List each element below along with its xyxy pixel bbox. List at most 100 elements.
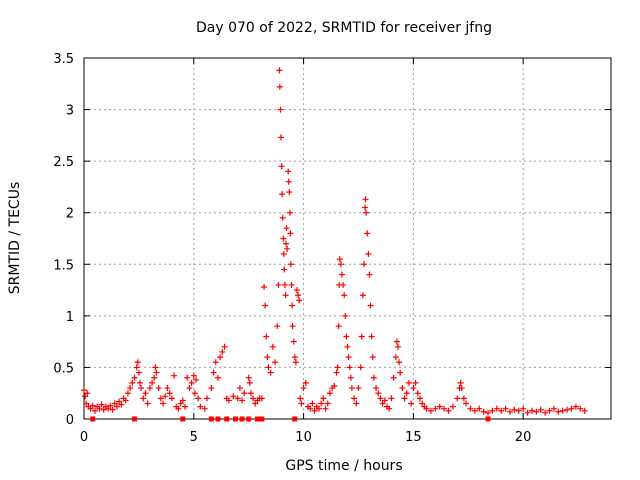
data-point <box>280 235 287 242</box>
bottom-marker <box>246 416 252 422</box>
data-point <box>334 364 341 371</box>
data-point <box>133 364 140 371</box>
data-point <box>427 407 434 414</box>
data-point <box>131 374 138 381</box>
data-point <box>369 354 376 361</box>
bottom-marker <box>132 416 138 422</box>
data-point <box>281 266 288 273</box>
data-point <box>203 395 210 402</box>
data-point <box>533 408 540 415</box>
data-point <box>283 240 290 247</box>
data-point <box>333 369 340 376</box>
data-point <box>116 398 123 405</box>
data-point <box>280 250 287 257</box>
data-point <box>335 323 342 330</box>
data-point <box>555 408 562 415</box>
data-point <box>140 395 147 402</box>
data-point <box>111 400 118 407</box>
data-point <box>485 409 492 416</box>
data-point <box>395 343 402 350</box>
data-point <box>370 374 377 381</box>
data-point <box>107 402 114 409</box>
data-point <box>318 400 325 407</box>
data-points <box>81 67 588 416</box>
data-point <box>357 364 364 371</box>
data-point <box>365 250 372 257</box>
data-point <box>423 405 430 412</box>
data-point <box>129 379 136 386</box>
data-point <box>291 354 298 361</box>
data-point <box>87 405 94 412</box>
data-point <box>262 302 269 309</box>
data-point <box>419 400 426 407</box>
data-point <box>258 395 265 402</box>
data-point <box>405 379 412 386</box>
data-point <box>105 405 112 412</box>
data-point <box>144 400 151 407</box>
data-point <box>287 230 294 237</box>
data-point <box>277 106 284 113</box>
x-axis-label: GPS time / hours <box>285 458 402 474</box>
data-point <box>550 405 557 412</box>
data-point <box>177 400 184 407</box>
data-point <box>337 261 344 268</box>
data-point <box>278 163 285 170</box>
data-point <box>272 359 279 366</box>
data-point <box>138 385 145 392</box>
data-point <box>493 405 500 412</box>
data-point <box>153 369 160 376</box>
x-tick-label: 10 <box>295 430 312 445</box>
bottom-marker <box>233 416 239 422</box>
y-tick-label: 2.5 <box>53 155 74 170</box>
data-point <box>175 405 182 412</box>
data-point <box>379 400 386 407</box>
data-point <box>135 369 142 376</box>
data-point <box>559 407 566 414</box>
data-point <box>279 191 286 198</box>
data-point <box>366 271 373 278</box>
y-tick-label: 3 <box>66 104 74 119</box>
data-point <box>127 385 134 392</box>
data-point <box>339 271 346 278</box>
data-point <box>577 405 584 412</box>
data-point <box>454 395 461 402</box>
data-point <box>320 395 327 402</box>
data-point <box>292 359 299 366</box>
data-point <box>98 401 105 408</box>
data-point <box>276 67 283 74</box>
data-point <box>81 387 87 394</box>
data-point <box>282 292 289 299</box>
data-point <box>288 281 295 288</box>
data-point <box>307 405 314 412</box>
data-point <box>506 408 513 415</box>
data-point <box>346 364 353 371</box>
bottom-marker <box>215 416 221 422</box>
data-point <box>388 395 395 402</box>
data-point <box>217 354 224 361</box>
data-point <box>186 385 193 392</box>
data-point <box>326 390 333 397</box>
data-point <box>250 395 257 402</box>
data-point <box>355 385 362 392</box>
data-point <box>241 390 248 397</box>
data-point <box>363 209 370 216</box>
bottom-marker <box>485 416 491 422</box>
data-point <box>353 400 360 407</box>
data-point <box>336 256 343 263</box>
data-point <box>236 385 243 392</box>
bottom-marker <box>292 416 298 422</box>
data-point <box>367 302 374 309</box>
data-point <box>342 312 349 319</box>
data-point <box>234 395 241 402</box>
data-point <box>293 287 300 294</box>
data-point <box>360 261 367 268</box>
grid-lines <box>84 58 611 419</box>
data-point <box>502 405 509 412</box>
data-point <box>190 372 197 379</box>
data-point <box>362 196 369 203</box>
data-point <box>146 385 153 392</box>
data-point <box>359 292 366 299</box>
data-point <box>184 374 191 381</box>
data-point <box>245 374 252 381</box>
data-point <box>246 379 253 386</box>
